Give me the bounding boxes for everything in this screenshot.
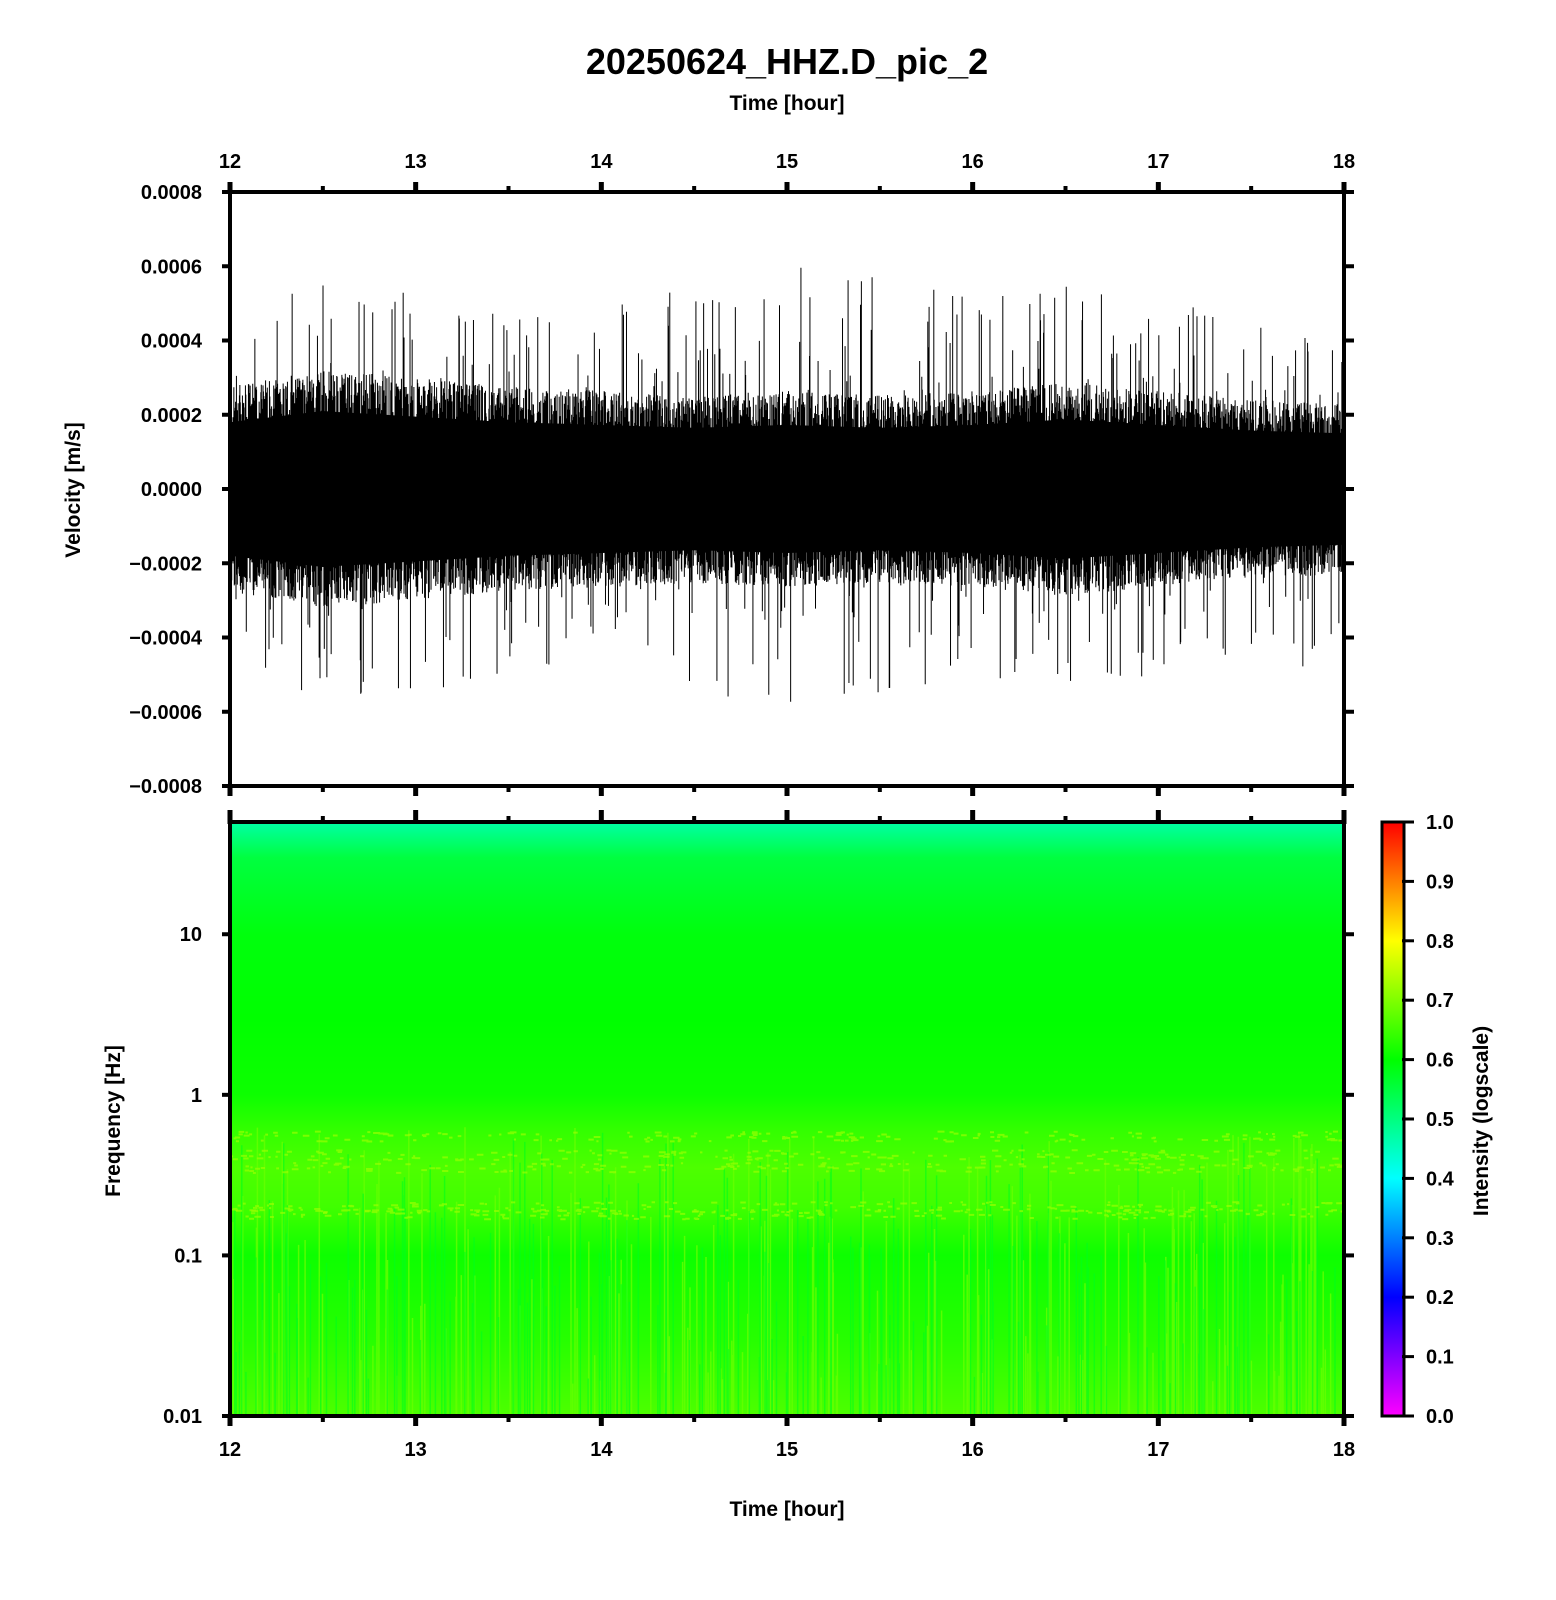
waveform-x-tick-label: 16 <box>962 151 984 173</box>
spectrogram-band-speckle <box>232 1201 1344 1214</box>
colorbar-tick-label: 1.0 <box>1426 812 1454 834</box>
colorbar-tick-label: 0.1 <box>1426 1347 1454 1369</box>
spectrogram-band-speckle <box>233 1130 1344 1143</box>
waveform-x-tick-label: 12 <box>219 151 241 173</box>
waveform-y-tick-label: 0.0006 <box>141 256 202 278</box>
spectrogram-y-tick-label: 1 <box>191 1085 202 1107</box>
spectrogram-panel: 12 13 14 15 16 17 18 10 1 0.1 0.01 <box>163 810 1355 1461</box>
colorbar-tick-label: 0.7 <box>1426 990 1454 1012</box>
spectrogram-x-tick-label: 18 <box>1333 1439 1355 1461</box>
waveform-panel: 12 13 14 15 16 17 18 0.00080.00060.00040.00020… <box>129 151 1355 798</box>
spectrogram-band-speckle <box>236 1208 1333 1221</box>
colorbar-tick-label: 0.8 <box>1426 931 1454 953</box>
colorbar-tick-label: 0.0 <box>1426 1406 1454 1428</box>
waveform-y-tick-label: 0.0000 <box>141 479 202 501</box>
waveform-x-tick-label: 17 <box>1147 151 1169 173</box>
waveform-y-ticks: 0.0008 0.0006 0.0004 0.0002 0.0000 −0.0002 −0.… <box>129 182 1354 798</box>
spectrogram-y-ticks: 10 1 0.1 0.01 <box>163 924 1354 1428</box>
waveform-core-band <box>230 411 1344 567</box>
spectrogram-x-tick-label: 12 <box>219 1439 241 1461</box>
waveform-x-tick-label: 14 <box>590 151 613 173</box>
colorbar-label: Intensity (logscale) <box>1470 1026 1493 1216</box>
colorbar-tick-label: 0.4 <box>1426 1168 1455 1190</box>
waveform-x-tick-label: 15 <box>776 151 798 173</box>
spectrogram-x-tick-label: 15 <box>776 1439 798 1461</box>
waveform-y-tick-label: 0.0002 <box>141 405 202 427</box>
colorbar-ticks: 1.0 0.9 0.8 0.7 0.6 0.5 0.4 0.3 0.2 0.1 0.0 <box>1402 812 1455 1428</box>
waveform-y-tick-label: −0.0002 <box>129 553 202 575</box>
waveform-y-axis-label: Velocity [m/s] <box>62 422 85 557</box>
colorbar-tick-label: 0.5 <box>1426 1109 1454 1131</box>
spectrogram-y-axis-label: Frequency [Hz] <box>102 1045 125 1197</box>
waveform-x-tick-label: 18 <box>1333 151 1355 173</box>
colorbar-gradient <box>1382 822 1404 1416</box>
spectrogram-band-speckle <box>230 1149 1344 1162</box>
colorbar-tick-label: 0.9 <box>1426 871 1454 893</box>
spectrogram-texture <box>230 1127 1344 1416</box>
colorbar-tick-label: 0.2 <box>1426 1287 1454 1309</box>
spectrogram-band-speckle <box>244 1162 1344 1174</box>
waveform-x-tick-label: 13 <box>405 151 427 173</box>
colorbar: 1.0 0.9 0.8 0.7 0.6 0.5 0.4 0.3 0.2 0.1 0.0 <box>1380 812 1455 1428</box>
waveform-y-tick-label: −0.0004 <box>129 628 203 650</box>
waveform-y-tick-label: 0.0008 <box>141 182 202 204</box>
chart-title: 20250624_HHZ.D_pic_2 <box>586 41 988 82</box>
spectrogram-x-tick-label: 16 <box>962 1439 984 1461</box>
bottom-x-axis-label: Time [hour] <box>729 1498 844 1521</box>
spectrogram-x-tick-label: 14 <box>590 1439 613 1461</box>
spectrogram-x-tick-label: 13 <box>405 1439 427 1461</box>
waveform-trace <box>230 267 1344 702</box>
colorbar-tick-label: 0.3 <box>1426 1228 1454 1250</box>
spectrogram-x-ticks: 12 13 14 15 16 17 18 <box>219 810 1355 1461</box>
waveform-y-tick-label: −0.0008 <box>129 776 202 798</box>
spectrogram-y-tick-label: 0.1 <box>174 1245 202 1267</box>
spectrogram-x-tick-label: 17 <box>1147 1439 1169 1461</box>
waveform-y-tick-label: 0.0004 <box>141 331 203 353</box>
spectrogram-low-freq-streaks-dim <box>230 1129 1344 1416</box>
waveform-y-tick-label: −0.0006 <box>129 702 202 724</box>
spectrogram-y-tick-label: 10 <box>180 924 202 946</box>
colorbar-tick-label: 0.6 <box>1426 1050 1454 1072</box>
top-x-axis-label: Time [hour] <box>729 92 844 115</box>
spectrogram-y-tick-label: 0.01 <box>163 1406 202 1428</box>
